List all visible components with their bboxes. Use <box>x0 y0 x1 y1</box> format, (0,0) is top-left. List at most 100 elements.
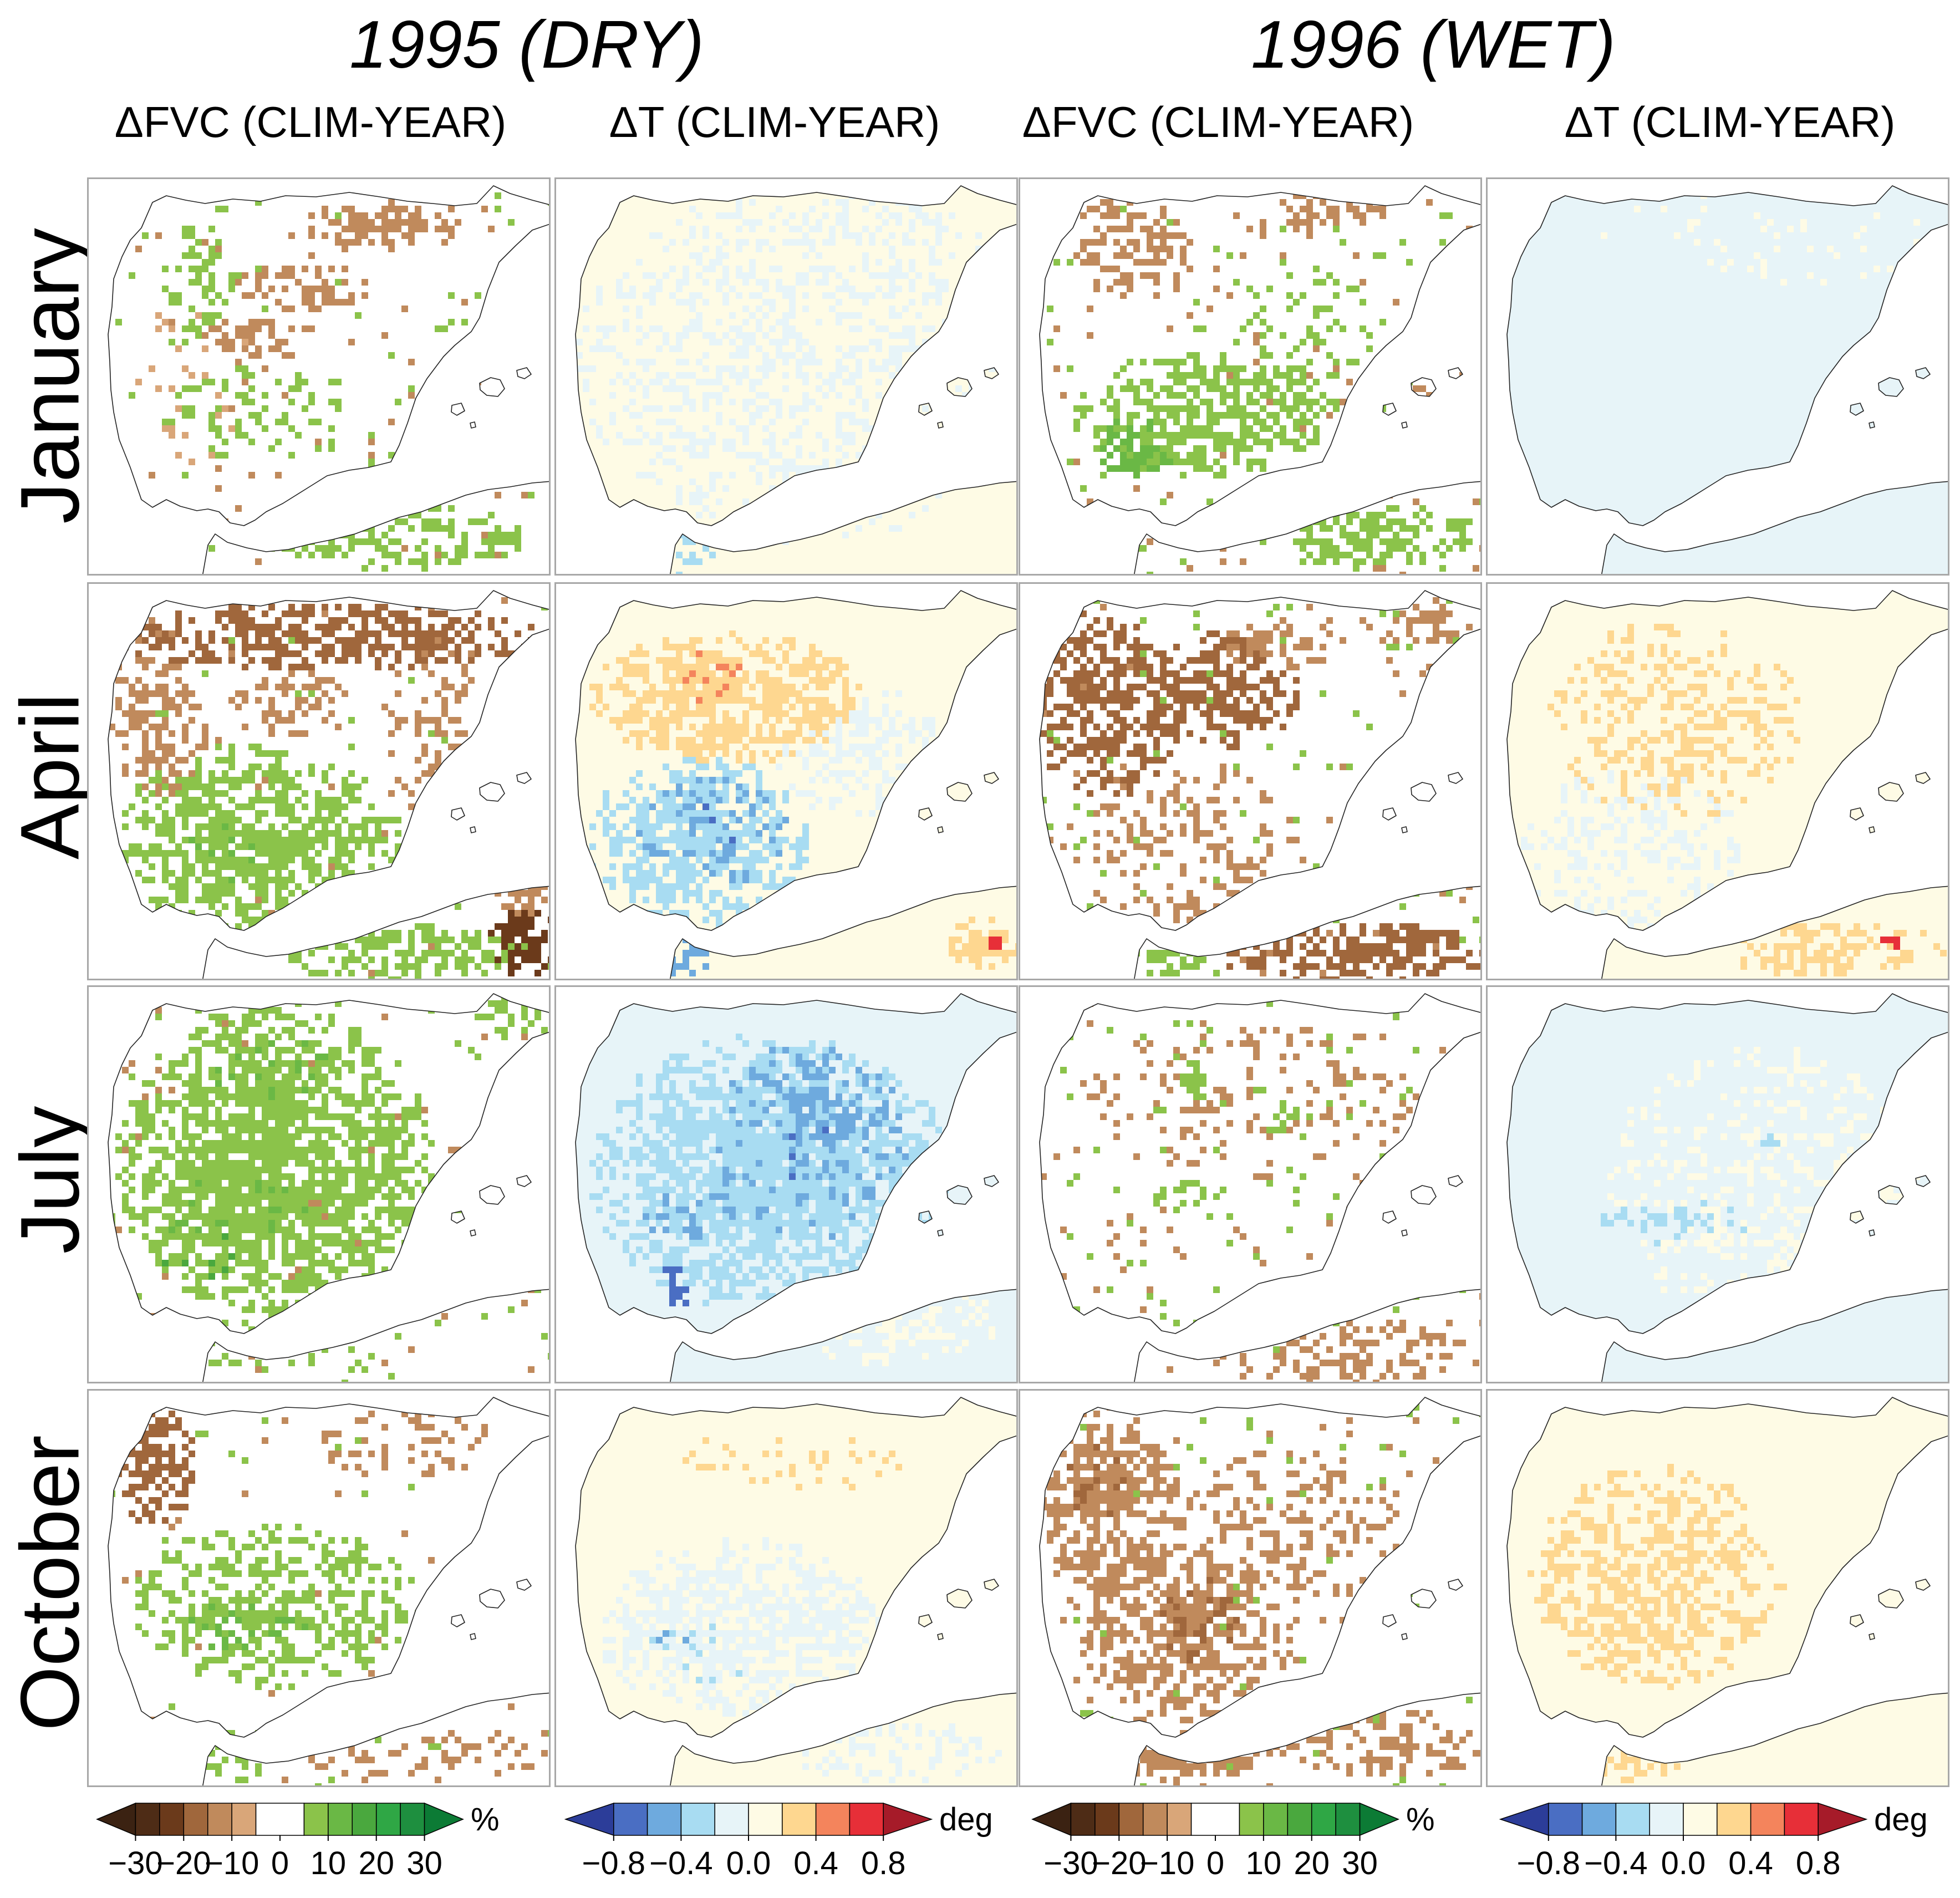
anomaly-field <box>108 994 549 1382</box>
coastline <box>108 993 549 1382</box>
colorbar-tick-label: 30 <box>1342 1845 1378 1881</box>
map-panel-april-2 <box>554 582 1018 980</box>
map-panel-january-3 <box>1019 177 1482 576</box>
colorbar-unit-label: % <box>1406 1802 1435 1838</box>
map-panel-july-4 <box>1486 985 1949 1383</box>
colorbar-swatch <box>303 1803 329 1836</box>
colorbar-tick-label: 0.8 <box>1796 1845 1841 1881</box>
colorbar-swatch <box>1359 1802 1399 1836</box>
colorbar-swatch <box>1615 1803 1650 1836</box>
coastline <box>108 590 549 979</box>
map-panel-october-1 <box>87 1389 551 1787</box>
anomaly-field <box>108 591 549 979</box>
colorbar-swatch <box>1118 1803 1144 1836</box>
anomaly-field <box>1507 994 1948 1382</box>
colorbar-swatch <box>231 1803 257 1836</box>
anomaly-field <box>576 1397 1016 1785</box>
colorbar-swatch <box>1581 1803 1617 1836</box>
anomaly-field <box>576 994 1016 1382</box>
colorbar-swatch <box>714 1803 749 1836</box>
colorbar-tick-label: 30 <box>406 1845 442 1881</box>
colorbar-swatch <box>1070 1803 1096 1836</box>
map-panel-october-4 <box>1486 1389 1949 1787</box>
colorbar-swatch <box>375 1803 401 1836</box>
map-panel-july-2 <box>554 985 1018 1383</box>
group-title-1996: 1996 (WET) <box>1251 7 1616 82</box>
colorbar-tick-label: −0.4 <box>649 1845 713 1881</box>
colorbar-swatch <box>96 1802 136 1836</box>
row-label-october: October <box>3 1435 96 1731</box>
colorbar-tick-label: 0 <box>1206 1845 1224 1881</box>
colorbar-tick-label: −30 <box>108 1845 162 1881</box>
column-title-2: ΔT (CLIM-YEAR) <box>609 98 940 146</box>
colorbar-swatch <box>1167 1803 1192 1836</box>
map-panel-july-1 <box>87 985 551 1383</box>
anomaly-field <box>1507 1397 1948 1785</box>
column-title-3: ΔFVC (CLIM-YEAR) <box>1022 98 1414 146</box>
anomaly-field <box>108 1397 549 1785</box>
colorbar-tick-label: 0 <box>271 1845 289 1881</box>
colorbar-swatch <box>1287 1803 1312 1836</box>
colorbar-tick-label: 0.0 <box>726 1845 771 1881</box>
colorbar-tick-label: 0.8 <box>861 1845 906 1881</box>
colorbar-fvc-1995: −30 −20 −10 0 10 20 30% <box>96 1797 500 1891</box>
map-panel-october-2 <box>554 1389 1018 1787</box>
map-panel-january-1 <box>87 177 551 576</box>
coastline <box>1506 185 1948 574</box>
row-label-january: January <box>3 228 96 524</box>
colorbar-tick-label: −30 <box>1043 1845 1098 1881</box>
coastline <box>1506 993 1948 1382</box>
column-title-1: ΔFVC (CLIM-YEAR) <box>114 98 507 146</box>
group-title-1995: 1995 (DRY) <box>349 7 704 82</box>
anomaly-field <box>108 186 549 574</box>
row-label-april: April <box>3 693 96 860</box>
colorbar-swatch <box>883 1802 933 1836</box>
colorbar-swatch <box>680 1803 715 1836</box>
colorbar-swatch <box>815 1803 851 1836</box>
colorbar-swatch <box>1683 1803 1718 1836</box>
coastline <box>1506 590 1948 979</box>
colorbar-swatch <box>646 1803 682 1836</box>
colorbar-fvc-1996: −30 −20 −10 0 10 20 30% <box>1031 1797 1435 1891</box>
anomaly-field <box>1040 994 1480 1382</box>
map-panel-october-3 <box>1019 1389 1482 1787</box>
colorbar-t-1996: −0.8 −0.4 0.0 0.4 0.8 deg <box>1499 1797 1928 1891</box>
coastline <box>1039 185 1480 574</box>
colorbar-unit-label: % <box>471 1802 500 1838</box>
coastline <box>1506 1397 1948 1785</box>
colorbar-swatch <box>1263 1803 1289 1836</box>
anomaly-field <box>1507 186 1948 574</box>
coastline <box>575 185 1016 574</box>
anomaly-field <box>1040 591 1480 979</box>
colorbar-swatch <box>159 1803 185 1836</box>
colorbar-tick-label: −20 <box>156 1845 211 1881</box>
colorbar-unit-label: deg <box>1874 1802 1928 1838</box>
colorbar-swatch <box>1818 1802 1868 1836</box>
anomaly-field <box>576 591 1016 979</box>
colorbar-tick-label: −20 <box>1092 1845 1146 1881</box>
colorbar-swatch <box>1239 1803 1264 1836</box>
colorbar-t-1995: −0.8 −0.4 0.0 0.4 0.8 deg <box>564 1797 993 1891</box>
anomaly-field <box>576 186 1016 574</box>
colorbar-tick-label: −0.8 <box>582 1845 646 1881</box>
colorbar-tick-label: −10 <box>205 1845 259 1881</box>
colorbar-swatch <box>1784 1803 1819 1836</box>
colorbar-swatch <box>1311 1803 1336 1836</box>
colorbar-swatch <box>183 1803 208 1836</box>
colorbar-swatch <box>1094 1803 1120 1836</box>
map-panel-july-3 <box>1019 985 1482 1383</box>
colorbar-swatch <box>782 1803 817 1836</box>
map-panel-january-2 <box>554 177 1018 576</box>
anomaly-field <box>1040 186 1480 574</box>
coastline <box>108 185 549 574</box>
colorbar-tick-label: 20 <box>1294 1845 1330 1881</box>
map-panel-april-1 <box>87 582 551 980</box>
colorbar-tick-label: 10 <box>1246 1845 1282 1881</box>
colorbar-swatch <box>1717 1803 1752 1836</box>
colorbar-swatch <box>424 1802 464 1836</box>
colorbar-swatch <box>1499 1802 1549 1836</box>
coastline <box>575 1397 1016 1785</box>
map-panel-january-4 <box>1486 177 1949 576</box>
colorbar-swatch <box>849 1803 884 1836</box>
colorbar-tick-label: 20 <box>358 1845 394 1881</box>
